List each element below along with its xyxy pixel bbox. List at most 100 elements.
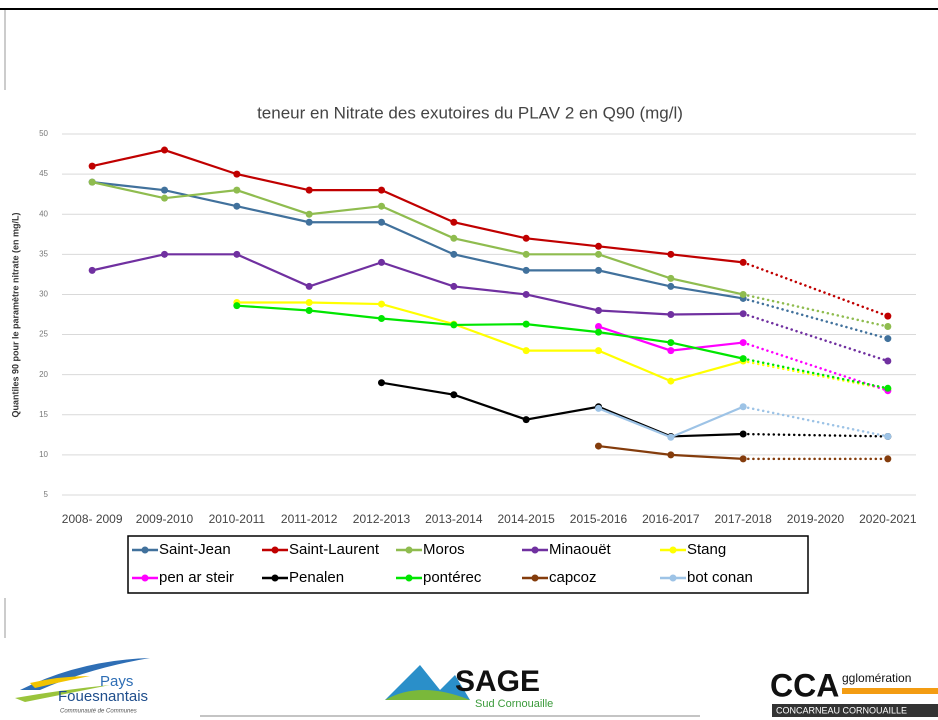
point [884,432,892,440]
point [378,202,385,210]
legend-swatch [531,546,539,554]
point [739,290,747,298]
y-tick-label: 35 [39,249,48,258]
legend-label: pen ar steir [159,569,234,586]
legend-swatch [271,574,279,582]
point [884,323,892,331]
point [884,384,892,392]
point [595,328,602,336]
point [450,321,458,329]
point [739,258,747,266]
legend-label: Moros [423,541,465,558]
chart-title: teneur en Nitrate des exutoires du PLAV … [257,103,683,122]
point [522,347,530,355]
legend-swatch [405,574,413,582]
logo-shape [385,690,470,700]
point [595,347,602,355]
y-tick-label: 40 [39,209,48,218]
x-tick-label: 2010-2011 [209,512,266,526]
point [667,311,675,318]
point [667,250,675,258]
point [667,282,675,290]
legend-label: Saint-Jean [159,541,231,558]
x-tick-label: 2008- 2009 [62,512,123,526]
point [667,433,675,441]
logo-text: Pays [100,673,133,690]
point [595,442,602,450]
x-tick-label: 2012-2013 [353,512,411,526]
point [233,186,241,194]
point [305,186,313,194]
x-tick-label: 2016-2017 [642,512,700,526]
gap-line [741,312,890,363]
point [88,162,96,170]
point [450,250,458,258]
point [884,312,892,320]
point [378,315,385,323]
series-line [382,383,888,437]
point [305,298,313,306]
series-line [237,306,888,389]
gap-line [741,261,890,318]
legend-swatch [669,546,677,554]
logo-shape [385,665,470,700]
legend-swatch [669,574,677,582]
point [595,404,602,412]
logo-swoosh [15,685,110,702]
point [305,282,313,290]
logo-text: CONCARNEAU CORNOUAILLE [776,705,907,715]
x-tick-label: 2014-2015 [497,512,555,526]
point [739,310,747,318]
x-tick-label: 2009-2010 [136,512,194,526]
logo-text: Fouesnantais [58,688,148,705]
gap-line [741,432,890,438]
point [522,320,530,328]
point [667,451,675,459]
y-tick-label: 5 [44,490,49,499]
point [667,274,675,282]
x-tick-label: 2013-2014 [425,512,483,526]
point [450,391,458,399]
point [739,355,747,363]
point [305,218,313,226]
point [161,250,168,258]
point [739,430,747,438]
x-tick-label: 2015-2016 [570,512,628,526]
legend-swatch [141,546,149,554]
legend-swatch [531,574,539,582]
y-tick-label: 45 [39,169,48,178]
legend-swatch [141,574,149,582]
point [233,170,241,178]
point [667,339,675,347]
point [378,186,385,194]
logo-text: Communauté de Communes [60,709,137,715]
y-tick-label: 20 [39,370,48,379]
legend-label: Saint-Laurent [289,541,380,558]
gap-line [741,341,890,392]
x-tick-label: 2019-2020 [787,512,845,526]
gap-line [741,359,890,391]
point [595,250,602,258]
legend-label: Penalen [289,569,344,586]
point [233,302,241,310]
x-tick-label: 2020-2021 [859,512,917,526]
point [450,282,458,290]
point [161,186,168,194]
point [88,266,96,274]
gap-line [741,357,890,390]
point [595,323,602,331]
logos: Pays Fouesnantais Communauté de Communes… [15,658,938,717]
point [595,242,602,250]
point [595,266,602,274]
y-tick-label: 25 [39,330,48,339]
point [233,250,241,258]
y-tick-label: 10 [39,450,48,459]
point [378,379,385,387]
point [522,416,530,424]
series-line [237,302,888,389]
gap-line [741,297,890,340]
point [450,234,458,242]
y-axis-label: Quantiles 90 pour le paramètre nitrate (… [10,212,20,417]
point [233,202,241,210]
